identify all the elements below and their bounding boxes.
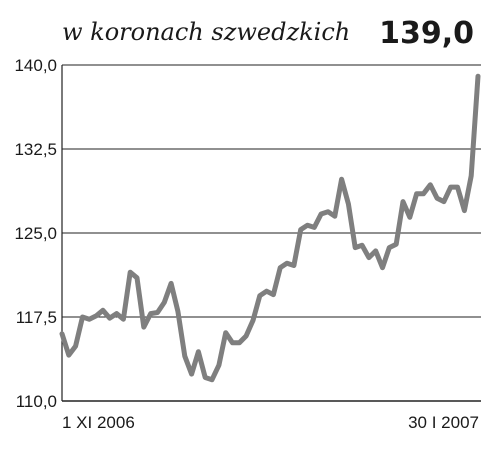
y-tick-label: 140,0 — [14, 56, 57, 75]
axes — [61, 65, 481, 402]
x-start-label: 1 XI 2006 — [62, 413, 135, 432]
y-tick-label: 110,0 — [16, 392, 57, 411]
y-tick-labels: 110,0 117,5 125,0 132,5 140,0 — [14, 56, 57, 411]
x-end-label: 30 I 2007 — [408, 413, 479, 432]
y-tick-label: 132,5 — [14, 140, 57, 159]
y-tick-label: 117,5 — [16, 308, 57, 327]
series-line — [59, 73, 481, 383]
grid-lines — [62, 64, 481, 402]
last-value-label: 139,0 — [379, 16, 474, 51]
y-tick-label: 125,0 — [14, 224, 57, 243]
price-line — [59, 73, 481, 383]
chart-subtitle: w koronach szwedzkich — [62, 18, 351, 46]
